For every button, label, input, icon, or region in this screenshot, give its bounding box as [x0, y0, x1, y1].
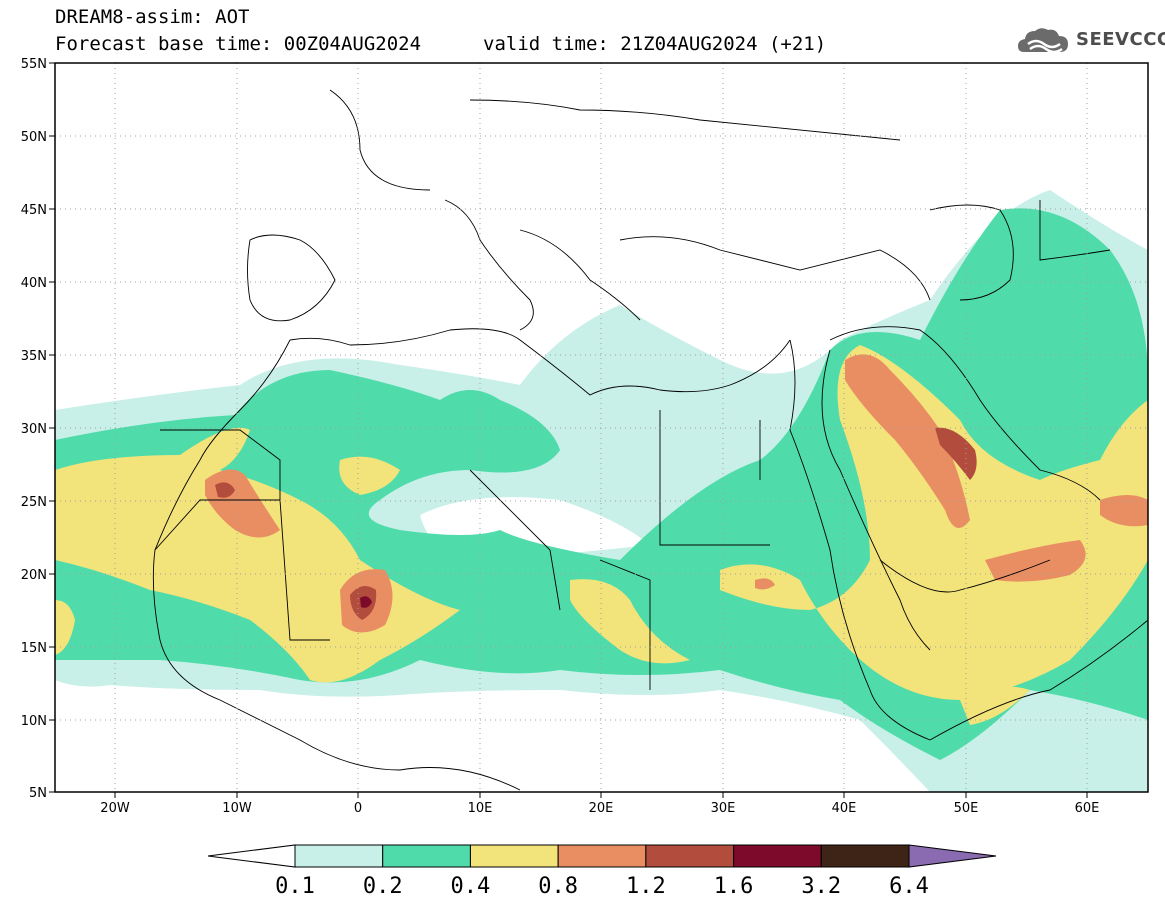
lat-tick-label: 45N	[21, 203, 47, 218]
valid-time: valid time: 21Z04AUG2024 (+21)	[483, 33, 827, 55]
forecast-base-time: Forecast base time: 00Z04AUG2024	[55, 33, 422, 55]
lat-tick-label: 30N	[21, 422, 47, 437]
colorbar-level-label: 6.4	[889, 874, 929, 899]
lat-tick-label: 15N	[21, 641, 47, 656]
lon-tick-label: 20W	[100, 801, 130, 816]
lon-tick-label: 20E	[589, 801, 614, 816]
lon-tick-label: 50E	[954, 801, 979, 816]
lon-tick-label: 10W	[222, 801, 252, 816]
tick-marks	[49, 62, 1088, 798]
colorbar-level-label: 1.2	[626, 874, 666, 899]
lat-tick-label: 40N	[21, 276, 47, 291]
colorbar-labels: 0.1 0.2 0.4 0.8 1.2 1.6 3.2 6.4	[275, 874, 929, 899]
lat-tick-label: 25N	[21, 495, 47, 510]
lon-tick-label: 0	[354, 801, 362, 816]
colorbar-segment	[382, 844, 471, 868]
lon-tick-label: 40E	[832, 801, 857, 816]
lon-tick-label: 10E	[468, 801, 493, 816]
lon-tick-label: 30E	[711, 801, 736, 816]
lat-tick-label: 55N	[21, 57, 47, 72]
colorbar-high-arrow	[908, 844, 997, 868]
colorbar-segment	[820, 844, 910, 868]
lat-tick-label: 5N	[29, 786, 47, 801]
colorbar-level-label: 3.2	[801, 874, 841, 899]
aot-field	[55, 190, 1148, 792]
lon-tick-label: 60E	[1075, 801, 1100, 816]
colorbar-level-label: 0.1	[275, 874, 315, 899]
colorbar-level-label: 1.6	[714, 874, 754, 899]
colorbar-level-label: 0.4	[451, 874, 491, 899]
lat-tick-label: 10N	[21, 714, 47, 729]
colorbar-low-arrow	[207, 844, 296, 868]
lat-tick-label: 20N	[21, 568, 47, 583]
aot-level-1.2	[215, 482, 235, 498]
logo-text: SEEVCCC	[1076, 29, 1165, 50]
colorbar-segment	[469, 844, 559, 868]
colorbar-level-label: 0.8	[538, 874, 578, 899]
gridlines	[55, 63, 1148, 792]
colorbar-level-label: 0.2	[363, 874, 403, 899]
chart-title: DREAM8-assim: AOT	[55, 6, 250, 28]
coastlines	[152, 89, 1148, 791]
lat-tick-label: 50N	[21, 130, 47, 145]
colorbar	[207, 844, 997, 868]
colorbar-segment	[294, 844, 384, 868]
aot-level-1.6	[360, 596, 372, 608]
seevccc-logo: SEEVCCC	[1016, 24, 1165, 58]
colorbar-segment	[733, 844, 822, 868]
cloud-icon	[1018, 28, 1068, 54]
colorbar-segment	[645, 844, 735, 868]
lat-labels: 55N 50N 45N 40N 35N 30N 25N 20N 15N 10N …	[21, 57, 47, 801]
lat-tick-label: 35N	[21, 349, 47, 364]
colorbar-segment	[557, 844, 647, 868]
lon-labels: 20W 10W 0 10E 20E 30E 40E 50E 60E	[100, 801, 1099, 816]
